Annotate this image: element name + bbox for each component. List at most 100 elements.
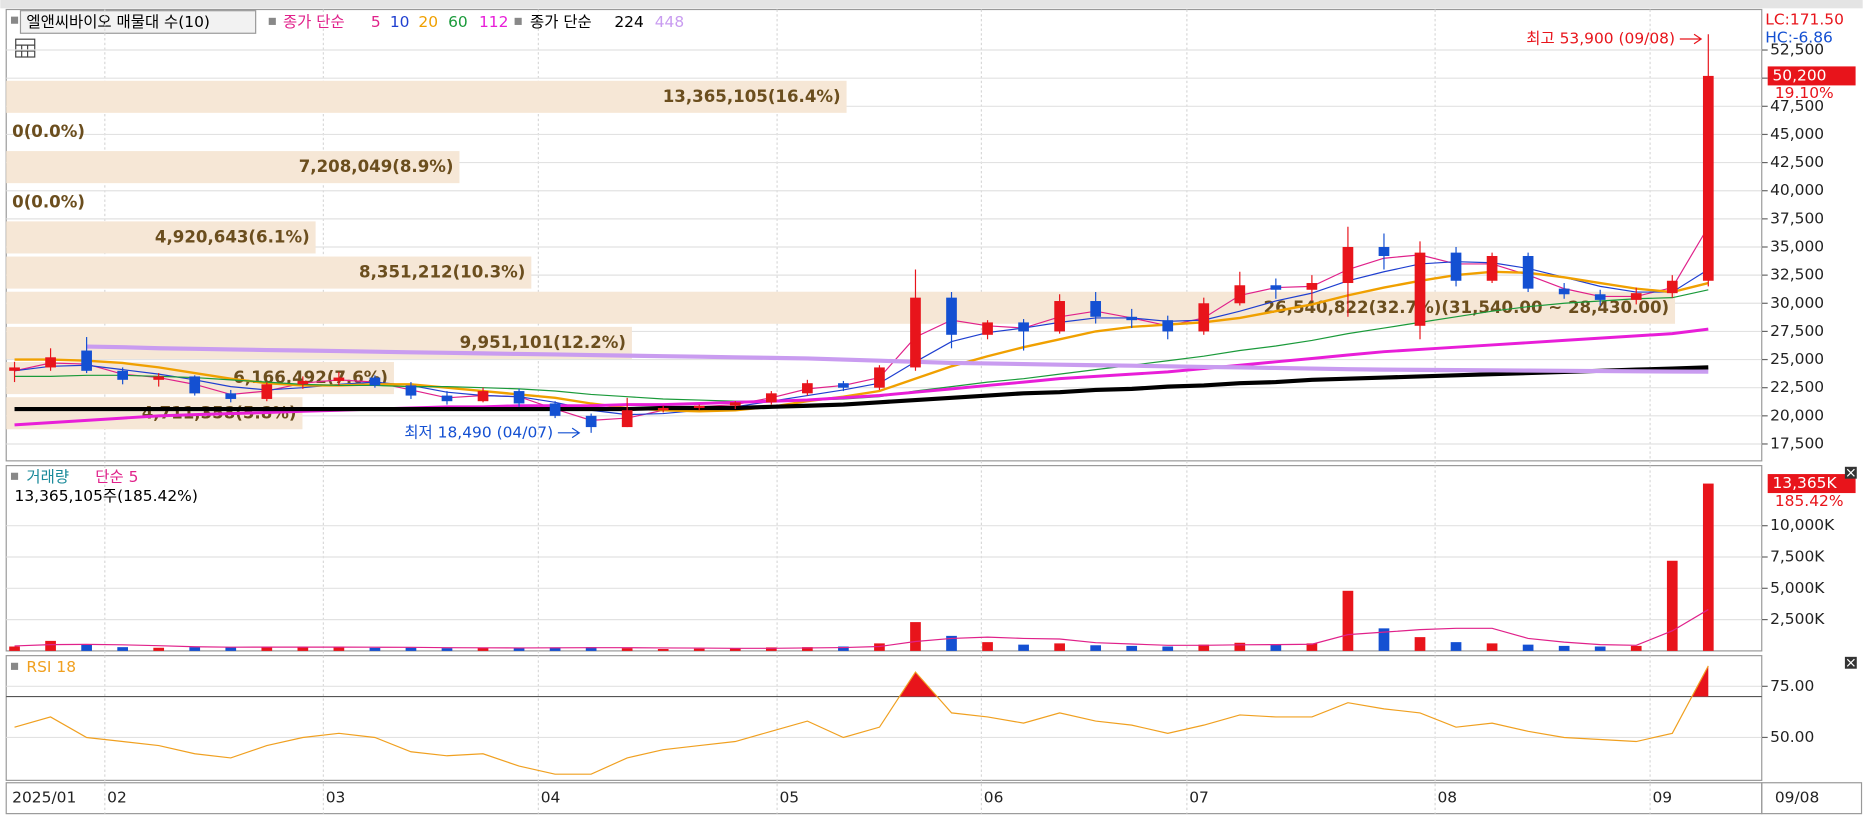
candle-body bbox=[549, 403, 561, 416]
candle-body bbox=[1450, 252, 1462, 281]
profile-label: 0(0.0%) bbox=[12, 192, 85, 211]
title-box[interactable] bbox=[19, 10, 257, 34]
volume-bar bbox=[441, 648, 453, 651]
candle-body bbox=[369, 377, 381, 386]
close-button[interactable] bbox=[1844, 656, 1857, 669]
volume-bar bbox=[1666, 560, 1678, 651]
volume-ma-name: 단순 5 bbox=[95, 468, 138, 486]
volume-bar bbox=[982, 642, 993, 651]
price-tick-label: 30,000 bbox=[1770, 294, 1824, 312]
marker bbox=[10, 662, 19, 670]
high-label: 최고 53,900 (09/08) bbox=[1526, 30, 1675, 48]
volume-bar bbox=[405, 647, 417, 651]
volume-bar bbox=[1018, 644, 1029, 651]
candle-body bbox=[405, 385, 417, 396]
high-arrow bbox=[1679, 33, 1703, 45]
candle-body bbox=[1234, 285, 1246, 304]
profile-bar bbox=[6, 256, 532, 289]
change-label: 19.10% bbox=[1775, 84, 1834, 102]
rsi-tick-label: 50.00 bbox=[1770, 728, 1814, 746]
volume-bar bbox=[45, 640, 56, 651]
candle-body bbox=[225, 393, 237, 399]
candle-body bbox=[153, 376, 165, 380]
candle-body bbox=[189, 376, 201, 394]
volume-bar bbox=[297, 647, 309, 651]
volume-bar bbox=[1522, 644, 1534, 651]
x-tick-label: 05 bbox=[779, 789, 799, 807]
candle-body bbox=[1702, 75, 1714, 281]
volume-bar bbox=[1558, 645, 1570, 651]
profile-label: 7,208,049(8.9%) bbox=[299, 157, 454, 176]
volume-bar bbox=[1450, 642, 1462, 651]
volume-bar bbox=[1594, 646, 1606, 651]
close-button[interactable] bbox=[1844, 466, 1857, 479]
profile-bar bbox=[6, 151, 460, 184]
price-tag-label: 50,200 bbox=[1772, 66, 1826, 84]
volume-summary: 13,365,105주(185.42%) bbox=[15, 487, 198, 505]
rsi-line bbox=[14, 665, 1709, 775]
candle-body bbox=[657, 407, 669, 411]
candle-body bbox=[585, 415, 597, 428]
last-date: 09/08 bbox=[1775, 789, 1820, 807]
volume-bar bbox=[1702, 483, 1714, 651]
candle-body bbox=[1126, 316, 1138, 321]
price-tick-label: 52,500 bbox=[1770, 41, 1824, 59]
candle-body bbox=[477, 391, 489, 402]
volume-bar bbox=[1198, 644, 1210, 651]
x-tick-label: 03 bbox=[326, 789, 346, 807]
rsi-panel bbox=[5, 655, 1763, 781]
volume-tick-label: 10,000K bbox=[1770, 516, 1835, 534]
x-tick-label: 2025/01 bbox=[12, 789, 76, 807]
candle-body bbox=[838, 383, 849, 388]
volume-bar bbox=[513, 647, 525, 651]
volume-bar bbox=[225, 647, 237, 651]
volume-bar bbox=[765, 647, 777, 651]
x-tick-label: 02 bbox=[107, 789, 127, 807]
candle-body bbox=[1486, 256, 1498, 281]
candle-body bbox=[1162, 320, 1174, 332]
candle-body bbox=[621, 410, 633, 428]
profile-bar bbox=[6, 80, 847, 113]
x-tick-label: 06 bbox=[984, 789, 1004, 807]
date-axis-right bbox=[1761, 782, 1863, 815]
volume-bar bbox=[369, 647, 381, 651]
rsi-tick-label: 75.00 bbox=[1770, 677, 1814, 695]
title: 엘앤씨바이오 매물대 수(10) bbox=[26, 13, 210, 31]
volume-ma-line bbox=[14, 609, 1709, 649]
ma-line bbox=[14, 365, 1709, 412]
price-tick-label: 35,000 bbox=[1770, 237, 1824, 255]
price-tick-label: 27,500 bbox=[1770, 322, 1824, 340]
candle-body bbox=[693, 405, 705, 408]
volume-bar bbox=[1378, 628, 1390, 651]
volume-ratio: 185.42% bbox=[1775, 492, 1844, 510]
volume-bar bbox=[189, 647, 201, 651]
candle-body bbox=[297, 380, 309, 385]
low-label: 최저 18,490 (04/07) bbox=[404, 423, 553, 441]
volume-bar bbox=[1090, 645, 1102, 651]
candle-body bbox=[513, 391, 525, 404]
price-tick-label: 32,500 bbox=[1770, 266, 1824, 284]
candle-body bbox=[765, 393, 777, 403]
price-tag bbox=[1767, 66, 1856, 86]
candle-body bbox=[1666, 280, 1678, 294]
volume-bar bbox=[1486, 643, 1498, 651]
volume-title: 거래량 bbox=[26, 468, 69, 486]
close-x bbox=[1846, 658, 1855, 667]
candle-body bbox=[1306, 283, 1318, 290]
ma-line bbox=[14, 327, 1709, 427]
calendar-icon[interactable] bbox=[15, 38, 36, 58]
x-tick-label: 08 bbox=[1437, 789, 1457, 807]
price-tick-label: 25,000 bbox=[1770, 350, 1824, 368]
ma-line bbox=[14, 270, 1709, 413]
volume-tick-label: 2,500K bbox=[1770, 610, 1825, 628]
ma-line bbox=[86, 344, 1709, 374]
hc-label: HC:-6.86 bbox=[1765, 29, 1833, 47]
candle-body bbox=[802, 383, 813, 394]
candle-body bbox=[1270, 285, 1282, 290]
profile-bar bbox=[6, 221, 316, 254]
profile-bar bbox=[6, 291, 1676, 324]
volume-bar bbox=[946, 635, 957, 651]
legend-entry: 448 bbox=[655, 13, 684, 31]
price-tick-label: 20,000 bbox=[1770, 406, 1824, 424]
